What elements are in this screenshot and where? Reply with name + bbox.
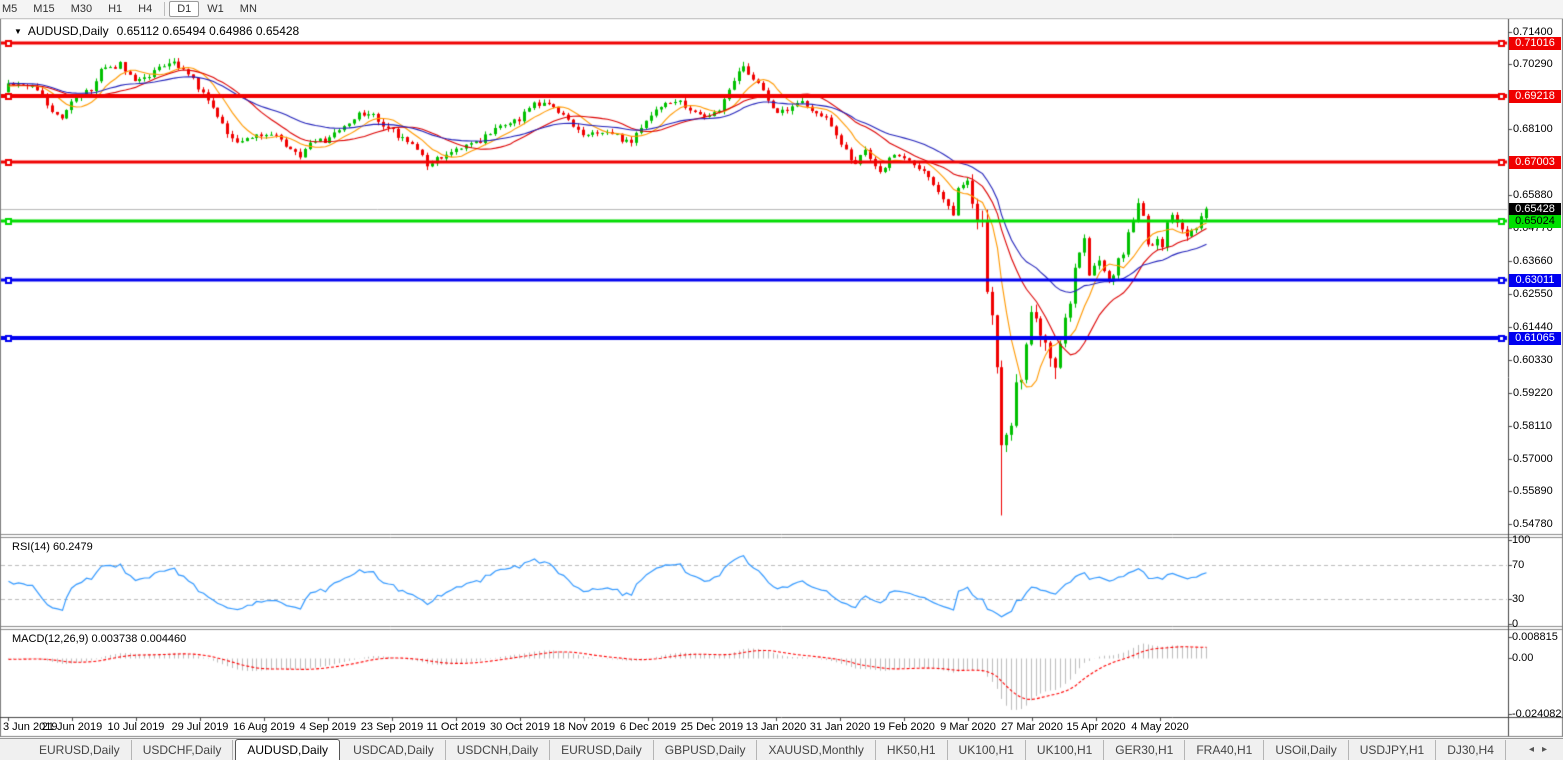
date-tick-label: 4 May 2020 bbox=[1131, 721, 1189, 733]
chart-tab-xauusd-monthly[interactable]: XAUUSD,Monthly bbox=[757, 740, 876, 760]
tab-scroll-buttons: ◂▸ bbox=[1529, 744, 1555, 755]
date-tick-label: 13 Jan 2020 bbox=[745, 721, 807, 733]
chart-tab-usdcnh-daily[interactable]: USDCNH,Daily bbox=[446, 740, 551, 760]
price-tick-label: 0.57000 bbox=[1513, 452, 1553, 465]
price-tick-label: 0.58110 bbox=[1513, 419, 1552, 432]
rsi-level-label: 0 bbox=[1512, 618, 1519, 630]
chart-tab-uk100-h1[interactable]: UK100,H1 bbox=[948, 740, 1026, 760]
chart-tab-usoil-daily[interactable]: USOil,Daily bbox=[1264, 740, 1349, 760]
rsi-level-label: 100 bbox=[1512, 534, 1531, 546]
price-tick-label: 0.60330 bbox=[1513, 353, 1553, 366]
price-tick-label: 0.59220 bbox=[1513, 386, 1553, 399]
chart-ohlc-values: 0.65112 0.65494 0.64986 0.65428 bbox=[116, 24, 300, 38]
chart-tab-usdchf-daily[interactable]: USDCHF,Daily bbox=[132, 740, 234, 760]
price-tick-label: 0.54780 bbox=[1513, 518, 1553, 531]
toolbar-separator bbox=[164, 2, 166, 16]
price-tick-label: 0.63660 bbox=[1513, 255, 1553, 268]
rsi-level-label: 70 bbox=[1512, 559, 1525, 572]
price-badge-0.65024: 0.65024 bbox=[1509, 214, 1561, 228]
chart-tab-fra40-h1[interactable]: FRA40,H1 bbox=[1185, 740, 1265, 760]
timeframe-toolbar: M5 M15 M30 H1 H4 D1 W1 MN bbox=[0, 0, 1563, 19]
price-badge-0.71016: 0.71016 bbox=[1509, 36, 1561, 50]
date-tick-label: 9 Mar 2020 bbox=[940, 721, 996, 733]
chart-tab-bar: EURUSD,Daily USDCHF,Daily AUDUSD,Daily USDC… bbox=[0, 738, 1563, 760]
date-tick-label: 23 Sep 2019 bbox=[360, 721, 424, 733]
chart-symbol-label: AUDUSD,Daily bbox=[27, 24, 109, 38]
price-tick-label: 0.55890 bbox=[1513, 485, 1553, 498]
price-badge-0.69218: 0.69218 bbox=[1509, 90, 1561, 104]
chart-title[interactable]: ▼ AUDUSD,Daily 0.65112 0.65494 0.64986 0.6… bbox=[14, 24, 299, 38]
timeframe-button-m5[interactable]: M5 bbox=[2, 3, 18, 15]
chart-tab-ger30-h1[interactable]: GER30,H1 bbox=[1104, 740, 1186, 760]
timeframe-button-h4[interactable]: H4 bbox=[138, 3, 153, 15]
chart-tabs: EURUSD,Daily USDCHF,Daily AUDUSD,Daily USDC… bbox=[28, 739, 1506, 760]
price-tick-label: 0.71400 bbox=[1513, 25, 1553, 38]
timeframe-button-mn[interactable]: MN bbox=[239, 3, 257, 15]
timeframe-button-w1[interactable]: W1 bbox=[207, 3, 224, 15]
price-tick-label: 0.61440 bbox=[1513, 320, 1553, 333]
price-tick-label: 0.70290 bbox=[1513, 58, 1553, 71]
chart-tab-usdjpy-h1[interactable]: USDJPY,H1 bbox=[1349, 740, 1437, 760]
macd-level-label: 0.00 bbox=[1512, 652, 1534, 664]
date-tick-label: 15 Apr 2020 bbox=[1066, 721, 1126, 733]
date-tick-label: 27 Mar 2020 bbox=[1001, 721, 1063, 733]
price-badge-0.65428: 0.65428 bbox=[1509, 202, 1561, 216]
date-tick-label: 11 Oct 2019 bbox=[426, 721, 486, 733]
chart-tab-eurusd-daily[interactable]: EURUSD,Daily bbox=[550, 740, 654, 760]
date-tick-label: 16 Aug 2019 bbox=[233, 721, 295, 733]
timeframe-button-m15[interactable]: M15 bbox=[33, 3, 55, 15]
price-tick-label: 0.65880 bbox=[1513, 189, 1553, 202]
chart-dropdown-icon[interactable]: ▼ bbox=[14, 27, 22, 36]
timeframe-button-h1[interactable]: H1 bbox=[108, 3, 123, 15]
macd-level-label: -0.024082 bbox=[1512, 708, 1562, 721]
price-tick-label: 0.68100 bbox=[1513, 123, 1553, 136]
date-tick-label: 25 Dec 2019 bbox=[680, 721, 744, 733]
macd-indicator-label: MACD(12,26,9) 0.003738 0.004460 bbox=[12, 633, 187, 645]
chart-tab-dj30-h4[interactable]: DJ30,H4 bbox=[1436, 740, 1506, 760]
chart-tab-gbpusd-daily[interactable]: GBPUSD,Daily bbox=[654, 740, 758, 760]
chart-tab-eurusd-daily[interactable]: EURUSD,Daily bbox=[28, 740, 132, 760]
rsi-level-label: 30 bbox=[1512, 592, 1525, 605]
rsi-indicator-label: RSI(14) 60.2479 bbox=[12, 541, 93, 553]
date-tick-label: 10 Jul 2019 bbox=[107, 721, 165, 733]
price-badge-0.63011: 0.63011 bbox=[1509, 274, 1561, 288]
date-tick-label: 30 Oct 2019 bbox=[490, 721, 550, 733]
date-tick-label: 3 Jun 2019 bbox=[3, 721, 58, 733]
price-badge-0.67003: 0.67003 bbox=[1509, 155, 1561, 169]
chart-tab-audusd-daily[interactable]: AUDUSD,Daily bbox=[235, 739, 341, 760]
chart-tab-usdcad-daily[interactable]: USDCAD,Daily bbox=[342, 740, 446, 760]
tab-scroll-left-icon[interactable]: ◂ bbox=[1528, 744, 1542, 755]
macd-level-label: 0.008815 bbox=[1512, 631, 1558, 644]
timeframe-button-m30[interactable]: M30 bbox=[70, 3, 93, 15]
price-badge-0.61065: 0.61065 bbox=[1509, 332, 1561, 345]
date-tick-label: 19 Feb 2020 bbox=[873, 721, 935, 733]
date-tick-label: 4 Sep 2019 bbox=[299, 721, 357, 733]
timeframe-button-d1[interactable]: D1 bbox=[169, 1, 200, 17]
chart-tab-hk50-h1[interactable]: HK50,H1 bbox=[876, 740, 948, 760]
date-tick-label: 18 Nov 2019 bbox=[552, 721, 616, 733]
date-tick-label: 6 Dec 2019 bbox=[619, 721, 677, 733]
chart-tab-uk100-h1[interactable]: UK100,H1 bbox=[1026, 740, 1105, 760]
tab-scroll-right-icon[interactable]: ▸ bbox=[1541, 744, 1555, 755]
date-tick-label: 29 Jul 2019 bbox=[171, 721, 229, 733]
date-tick-label: 21 Jun 2019 bbox=[41, 721, 103, 733]
price-tick-label: 0.62550 bbox=[1513, 287, 1553, 300]
date-tick-label: 31 Jan 2020 bbox=[809, 721, 871, 733]
